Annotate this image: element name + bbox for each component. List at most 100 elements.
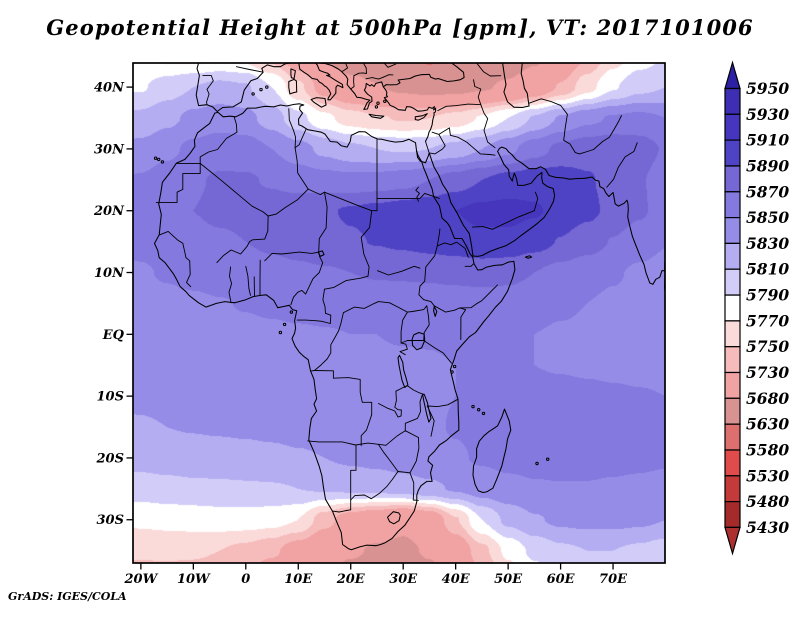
- colorbar-tick-label: 5530: [746, 466, 789, 485]
- colorbar-segment: [724, 475, 741, 503]
- lat-tick-label: 20N: [93, 204, 125, 219]
- island: [450, 370, 454, 374]
- country-border: [353, 63, 367, 77]
- lon-tick-label: 40E: [442, 572, 471, 587]
- coastline: [298, 63, 344, 101]
- lon-tick-label: 30E: [389, 572, 418, 587]
- country-border: [378, 385, 408, 418]
- island: [477, 408, 481, 412]
- island: [282, 322, 287, 327]
- country-border: [294, 128, 307, 149]
- country-border: [431, 127, 450, 135]
- country-border: [423, 305, 430, 341]
- country-border: [436, 228, 441, 247]
- coastline: [524, 255, 533, 259]
- country-border: [249, 215, 269, 243]
- island: [265, 85, 269, 89]
- colorbar-tick-label: 5830: [746, 234, 789, 253]
- country-border: [448, 127, 496, 156]
- colorbar-tick-label: 5580: [746, 441, 789, 460]
- colorbar-tick-label: 5480: [746, 492, 789, 511]
- country-border: [464, 263, 474, 267]
- country-border: [360, 414, 373, 447]
- country-border: [267, 188, 309, 217]
- colorbar-segment: [724, 423, 741, 451]
- colorbar-tick-label: 5770: [746, 311, 789, 330]
- colorbar-tick-label: 5630: [746, 415, 789, 434]
- lon-tick-label: 10E: [284, 572, 313, 587]
- coastline: [397, 354, 409, 389]
- lon-tick-label: 70E: [599, 572, 628, 587]
- country-border: [425, 140, 430, 153]
- colorbar-segment: [724, 113, 741, 141]
- country-border: [331, 509, 352, 513]
- country-border: [342, 301, 428, 314]
- country-border: [473, 79, 482, 106]
- country-border: [436, 241, 469, 258]
- lat-tick-label: 30N: [94, 142, 125, 157]
- country-border: [307, 188, 325, 196]
- colorbar-arrow-up: [724, 60, 741, 90]
- country-border: [404, 393, 424, 432]
- country-border: [377, 430, 419, 446]
- country-border: [296, 319, 331, 324]
- country-border: [377, 265, 421, 276]
- lat-tick-label: 10N: [94, 266, 125, 281]
- island: [259, 87, 263, 92]
- country-border: [377, 443, 399, 472]
- country-border: [459, 307, 467, 341]
- country-border: [199, 116, 238, 164]
- island: [289, 310, 294, 314]
- colorbar-segment: [724, 191, 741, 219]
- country-border: [350, 444, 357, 511]
- coastline: [290, 68, 296, 80]
- country-border: [314, 370, 373, 416]
- colorbar-segment: [724, 449, 741, 477]
- lon-tick-label: 50E: [494, 572, 523, 587]
- country-border: [290, 251, 324, 306]
- colorbar-tick-label: 5810: [746, 260, 789, 279]
- colorbar-tick-label: 5850: [746, 208, 789, 227]
- country-border: [310, 312, 344, 372]
- country-border: [400, 311, 408, 344]
- island: [278, 330, 283, 335]
- island: [160, 160, 165, 164]
- country-border: [480, 104, 496, 149]
- island: [546, 457, 550, 461]
- plot-title: Geopotential Height at 500hPa [gpm], VT:…: [46, 15, 754, 40]
- coastline: [472, 408, 512, 494]
- country-border: [423, 340, 452, 364]
- attribution: GrADS: IGES/COLA: [8, 590, 127, 603]
- country-border: [418, 285, 435, 307]
- coastline: [310, 97, 327, 108]
- country-border: [360, 210, 373, 277]
- coastline: [386, 511, 401, 525]
- coastline: [195, 63, 292, 113]
- lat-tick-label: 30S: [97, 513, 124, 528]
- country-border: [322, 288, 332, 324]
- colorbar-segment: [724, 268, 741, 296]
- country-border: [199, 162, 269, 217]
- coastline: [368, 113, 385, 119]
- colorbar-tick-label: 5790: [746, 286, 789, 305]
- country-border: [318, 191, 328, 253]
- country-border: [419, 245, 438, 287]
- country-border: [382, 74, 394, 78]
- lon-tick-label: 0: [241, 572, 250, 587]
- country-border: [185, 257, 192, 288]
- colorbar-segment: [724, 346, 741, 374]
- lon-tick-label: 20E: [336, 572, 366, 587]
- country-border: [350, 75, 355, 90]
- country-border: [528, 98, 595, 155]
- island: [374, 105, 379, 109]
- colorbar: 5950 5930 5910 5890 5870 5850 5830 5810 5790 5770…: [724, 60, 789, 556]
- country-border: [593, 115, 622, 150]
- colorbar-segment: [724, 87, 741, 115]
- colorbar-segment: [724, 397, 741, 425]
- country-border: [216, 241, 250, 264]
- colorbar-segment: [724, 165, 741, 193]
- map-overlay: 40N 30N 20N 10N EQ 10S 20S 30S 20W 10W 0 10E 20E 30E 4…: [93, 62, 666, 587]
- colorbar-arrow-down: [724, 526, 741, 556]
- lon-tick-label: 20W: [124, 572, 159, 587]
- colorbar-tick-label: 5680: [746, 389, 789, 408]
